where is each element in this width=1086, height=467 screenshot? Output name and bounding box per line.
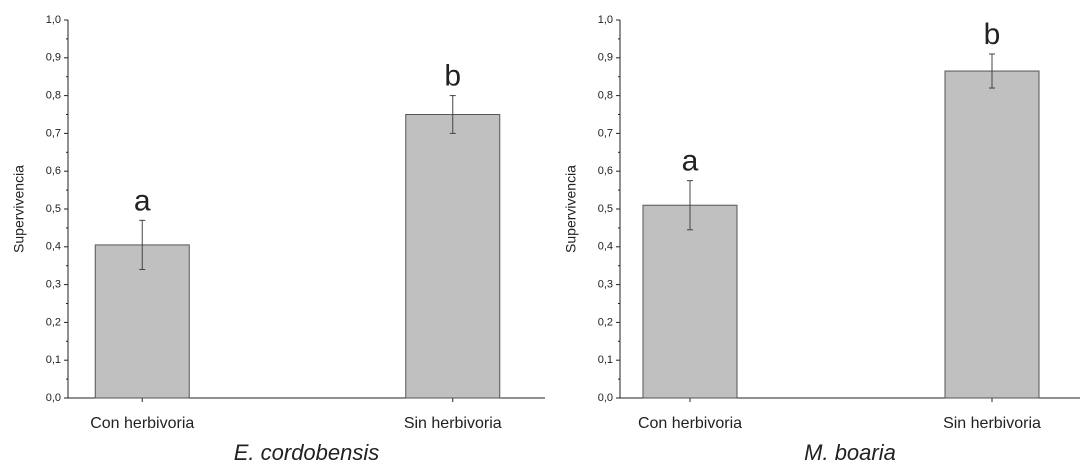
bar <box>94 244 190 399</box>
bar <box>944 70 1040 399</box>
bar <box>405 114 501 399</box>
y-tick-label: 0,5 <box>46 203 61 215</box>
annotation: a <box>134 184 151 217</box>
y-tick-label: 0,3 <box>598 279 613 291</box>
y-tick-label: 0,7 <box>598 127 613 139</box>
annotation: b <box>984 18 1001 51</box>
x-tick-label: Con herbivoria <box>90 415 194 432</box>
y-tick-label: 1,0 <box>46 14 61 26</box>
y-tick-label: 0,6 <box>598 165 613 177</box>
y-tick-label: 0,9 <box>598 52 613 64</box>
x-tick-label: Con herbivoria <box>638 415 742 432</box>
y-tick-label: 0,3 <box>46 279 61 291</box>
y-tick-label: 1,0 <box>598 14 613 26</box>
y-tick-label: 0,8 <box>46 90 61 102</box>
y-tick-label: 0,5 <box>598 203 613 215</box>
y-tick-label: 0,9 <box>46 52 61 64</box>
y-tick-label: 0,8 <box>598 90 613 102</box>
y-tick-label: 0,1 <box>598 354 613 366</box>
y-tick-label: 0,1 <box>46 354 61 366</box>
y-tick-label: 0,0 <box>46 392 61 404</box>
y-axis-label: Supervivencia <box>563 165 579 253</box>
annotation: b <box>444 60 461 93</box>
chart-title: E. cordobensis <box>234 440 380 465</box>
bar <box>642 204 738 399</box>
x-tick-label: Sin herbivoria <box>404 415 502 432</box>
y-tick-label: 0,7 <box>46 127 61 139</box>
x-tick-label: Sin herbivoria <box>943 415 1041 432</box>
y-tick-label: 0,2 <box>598 316 613 328</box>
y-tick-label: 0,6 <box>46 165 61 177</box>
chart-title: M. boaria <box>804 440 896 465</box>
y-axis-label: Supervivencia <box>11 165 27 253</box>
y-tick-label: 0,2 <box>46 316 61 328</box>
annotation: a <box>682 145 699 178</box>
y-tick-label: 0,4 <box>46 241 61 253</box>
y-tick-label: 0,4 <box>598 241 613 253</box>
y-tick-label: 0,0 <box>598 392 613 404</box>
